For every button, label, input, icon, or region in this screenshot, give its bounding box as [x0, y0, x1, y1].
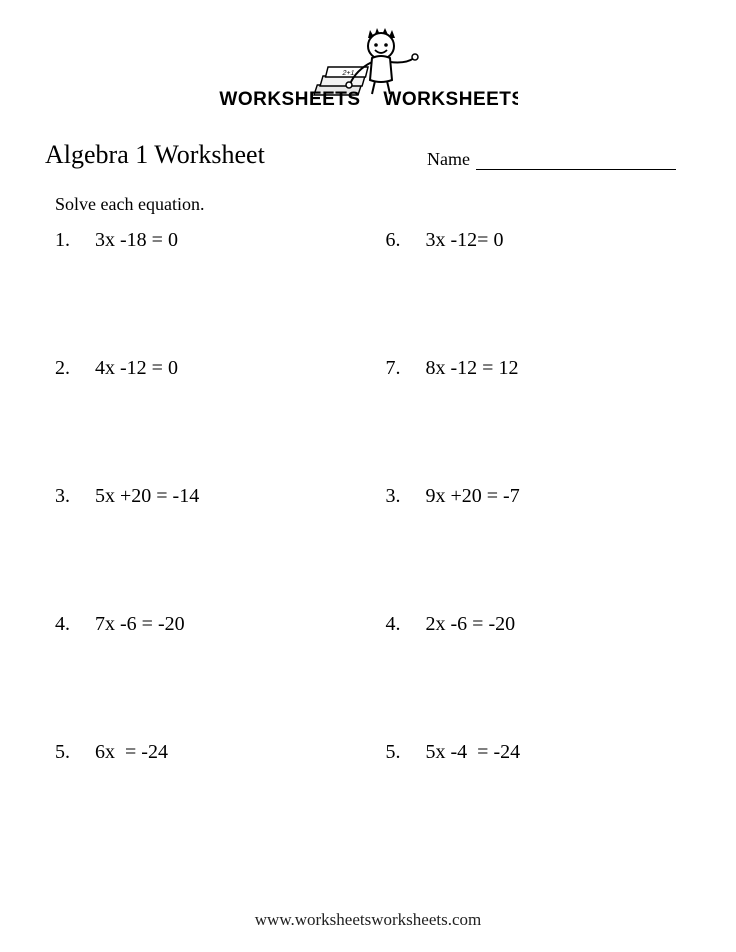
left-column: 1. 3x -18 = 0 2. 4x -12 = 0 3. 5x +20 = …: [55, 229, 376, 869]
problem-number: 7.: [386, 357, 426, 380]
problem-number: 3.: [55, 485, 95, 508]
problem-number: 5.: [55, 741, 95, 764]
problem-row: 3. 9x +20 = -7: [386, 485, 697, 613]
footer-url: www.worksheetsworksheets.com: [0, 910, 736, 930]
problem-row: 1. 3x -18 = 0: [55, 229, 376, 357]
right-column: 6. 3x -12= 0 7. 8x -12 = 12 3. 9x +20 = …: [376, 229, 697, 869]
name-input-line[interactable]: [476, 150, 676, 170]
instruction-text: Solve each equation.: [0, 170, 736, 215]
problem-equation: 8x -12 = 12: [426, 357, 519, 380]
problem-row: 4. 2x -6 = -20: [386, 613, 697, 741]
problem-equation: 9x +20 = -7: [426, 485, 520, 508]
logo-text-right: WORKSHEETS: [383, 89, 518, 110]
name-field-area: Name: [427, 149, 676, 170]
worksheet-title: Algebra 1 Worksheet: [45, 140, 265, 170]
problem-number: 2.: [55, 357, 95, 380]
problem-row: 6. 3x -12= 0: [386, 229, 697, 357]
problem-number: 4.: [386, 613, 426, 636]
problem-row: 4. 7x -6 = -20: [55, 613, 376, 741]
problem-equation: 3x -18 = 0: [95, 229, 178, 252]
problem-row: 3. 5x +20 = -14: [55, 485, 376, 613]
logo-text-left: WORKSHEETS: [219, 89, 360, 110]
problem-number: 4.: [55, 613, 95, 636]
header-row: Algebra 1 Worksheet Name: [0, 130, 736, 170]
logo-icon: 2+1 WORKSHEETS WORKSHEETS: [218, 20, 518, 115]
logo-area: 2+1 WORKSHEETS WORKSHEETS: [0, 0, 736, 130]
problem-number: 5.: [386, 741, 426, 764]
problem-number: 6.: [386, 229, 426, 252]
problem-row: 7. 8x -12 = 12: [386, 357, 697, 485]
problem-number: 3.: [386, 485, 426, 508]
problem-number: 1.: [55, 229, 95, 252]
problem-equation: 4x -12 = 0: [95, 357, 178, 380]
problem-row: 5. 6x = -24: [55, 741, 376, 869]
problem-equation: 5x -4 = -24: [426, 741, 521, 764]
problem-equation: 2x -6 = -20: [426, 613, 516, 636]
problem-row: 5. 5x -4 = -24: [386, 741, 697, 869]
problem-equation: 3x -12= 0: [426, 229, 504, 252]
problem-columns: 1. 3x -18 = 0 2. 4x -12 = 0 3. 5x +20 = …: [0, 215, 736, 869]
name-label: Name: [427, 149, 470, 170]
problem-row: 2. 4x -12 = 0: [55, 357, 376, 485]
problem-equation: 5x +20 = -14: [95, 485, 199, 508]
svg-text:2+1: 2+1: [342, 69, 356, 77]
problem-equation: 7x -6 = -20: [95, 613, 185, 636]
problem-equation: 6x = -24: [95, 741, 168, 764]
